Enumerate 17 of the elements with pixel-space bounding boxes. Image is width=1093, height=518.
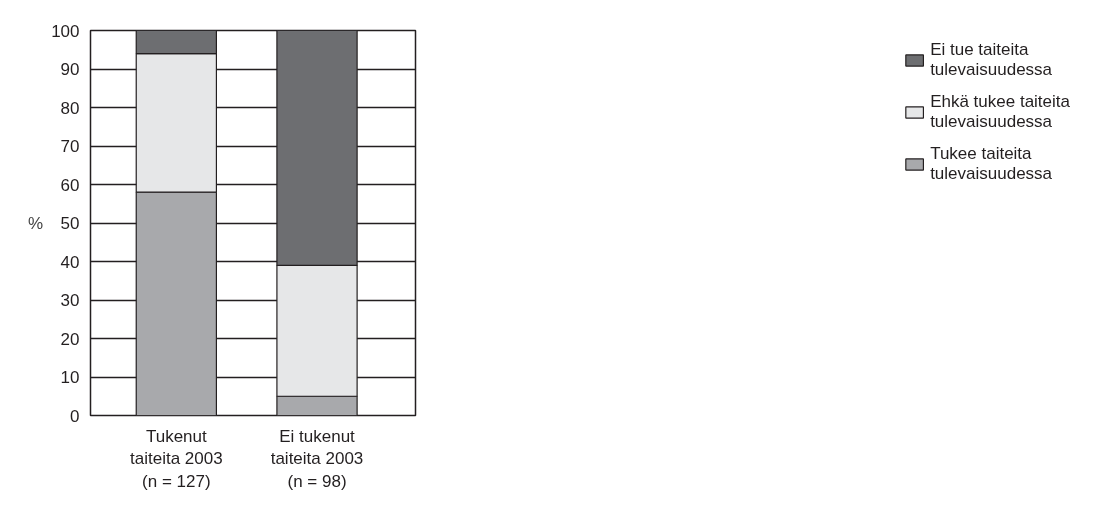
y-tick-label: 60	[60, 175, 80, 195]
y-axis-title: %	[28, 213, 44, 233]
y-tick-label: 30	[60, 291, 80, 310]
y-tick-label: 100	[51, 21, 80, 41]
legend-label: Ehkä tukee taiteita tulevaisuudessa	[930, 92, 1070, 132]
legend-label: Tukee taiteita tulevaisuudessa	[930, 144, 1053, 184]
legend-label: Ei tue taiteita tulevaisuudessa	[930, 40, 1053, 80]
y-tick-label: 70	[60, 137, 80, 156]
y-tick-label: 80	[60, 98, 80, 118]
x-tick-label: Tukenut taiteita 2003 (n = 127)	[130, 426, 223, 492]
y-tick-label: 40	[60, 252, 80, 272]
y-tick-label: 20	[60, 329, 80, 349]
x-tick-label: Ei tukenut taiteita 2003 (n = 98)	[270, 426, 364, 492]
y-tick-label: 50	[60, 214, 80, 233]
y-tick-label: 0	[70, 406, 80, 426]
y-tick-label: 90	[60, 60, 80, 79]
y-tick-label: 10	[60, 368, 80, 387]
